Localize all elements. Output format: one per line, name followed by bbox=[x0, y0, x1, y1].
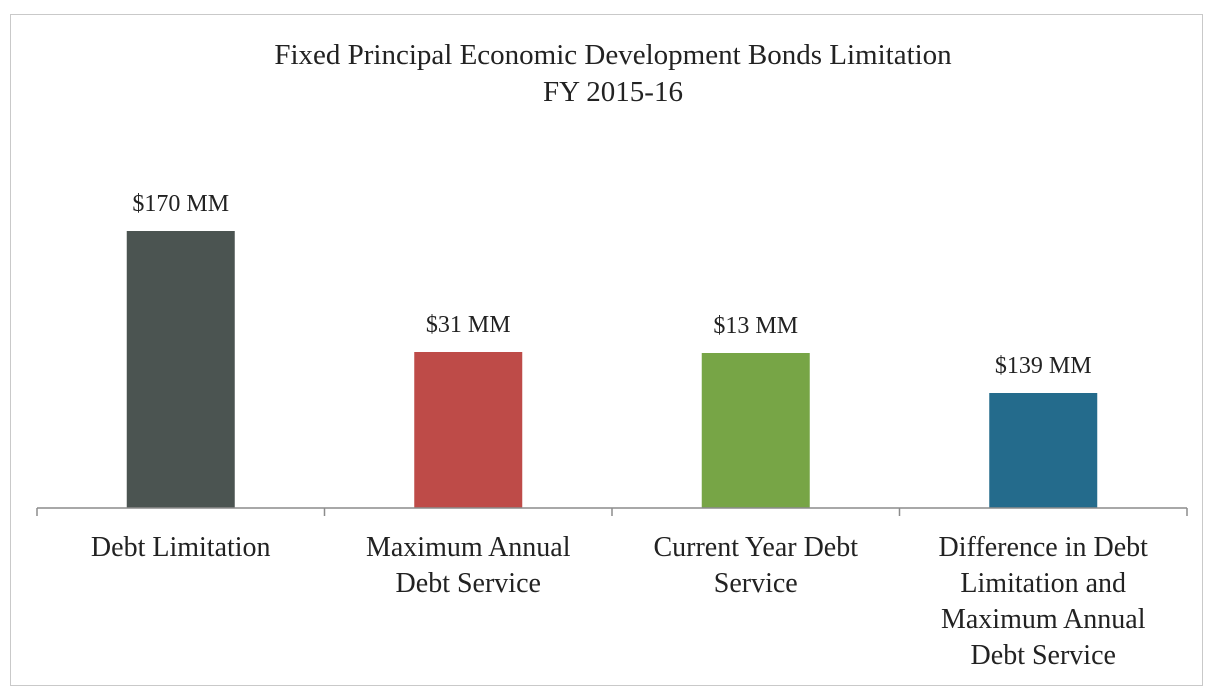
category-label-1: Debt Limitation bbox=[91, 532, 271, 563]
category-label-4: Debt Service bbox=[971, 640, 1116, 671]
category-labels: Debt Limitation Maximum Annual Debt Servic… bbox=[91, 532, 1148, 671]
bar-1 bbox=[127, 231, 235, 508]
data-label-4: $139 MM bbox=[995, 353, 1092, 379]
category-label-2: Debt Service bbox=[396, 568, 541, 599]
data-label-3: $13 MM bbox=[713, 313, 798, 339]
bars-group: $170 MM $31 MM $13 MM $139 MM bbox=[127, 191, 1098, 508]
bar-2 bbox=[414, 352, 522, 508]
chart-title: Fixed Principal Economic Development Bon… bbox=[274, 39, 952, 71]
category-label-4: Maximum Annual bbox=[941, 604, 1146, 635]
category-label-3: Service bbox=[714, 568, 798, 599]
category-label-3: Current Year Debt bbox=[653, 532, 858, 563]
x-axis bbox=[37, 508, 1187, 516]
chart-subtitle: FY 2015-16 bbox=[543, 76, 683, 108]
bar-4 bbox=[989, 393, 1097, 508]
category-label-4: Limitation and bbox=[960, 568, 1126, 599]
category-label-2: Maximum Annual bbox=[366, 532, 571, 563]
category-label-4: Difference in Debt bbox=[939, 532, 1149, 563]
bar-3 bbox=[702, 353, 810, 508]
data-label-2: $31 MM bbox=[426, 312, 511, 338]
data-label-1: $170 MM bbox=[132, 191, 229, 217]
